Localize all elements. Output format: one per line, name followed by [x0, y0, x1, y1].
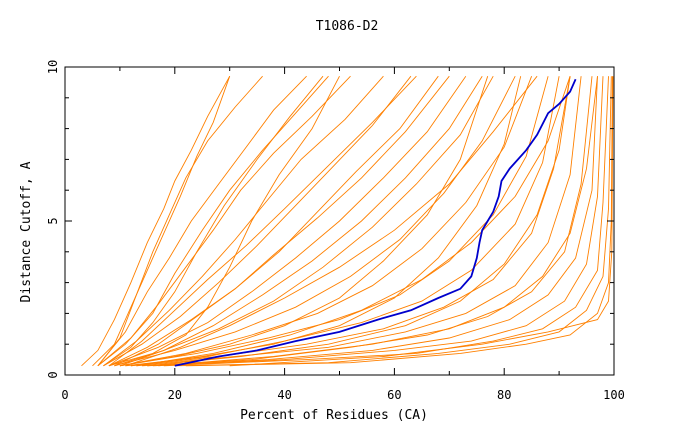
model-line-4 [97, 75, 307, 367]
model-line-5 [97, 75, 351, 367]
model-line-2 [92, 76, 231, 367]
model-line-18 [147, 76, 598, 367]
model-line-14 [125, 76, 560, 367]
model-line-15 [130, 76, 571, 367]
model-line-27 [130, 76, 522, 367]
model-line-19 [152, 76, 604, 367]
model-line-11 [114, 75, 516, 367]
y-tick-label: 10 [46, 60, 60, 74]
model-line-9 [108, 75, 467, 367]
model-line-12 [119, 76, 533, 367]
model-line-24 [108, 75, 340, 367]
model-line-32 [136, 76, 571, 367]
model-line-34 [97, 75, 329, 367]
model-line-28 [147, 76, 571, 367]
model-line-33 [158, 76, 598, 367]
model-line-1 [81, 75, 231, 367]
chart-title: T1086-D2 [316, 19, 379, 34]
x-axis-label: Percent of Residues (CA) [240, 408, 428, 423]
x-tick-label: 40 [277, 388, 291, 402]
model-line-6 [103, 75, 384, 367]
model-line-3 [97, 75, 263, 367]
x-tick-label: 60 [387, 388, 401, 402]
model-line-20 [163, 76, 609, 367]
y-tick-label: 0 [46, 371, 60, 378]
model-line-10 [114, 75, 494, 367]
model-line-7 [103, 75, 412, 367]
model-line-35 [108, 75, 417, 367]
model-line-21 [174, 76, 612, 367]
model-line-30 [125, 75, 538, 367]
model-line-16 [136, 76, 582, 367]
x-tick-label: 80 [497, 388, 511, 402]
model-line-22 [185, 76, 613, 367]
model-line-8 [108, 75, 439, 367]
model-line-31 [119, 75, 483, 367]
x-tick-label: 0 [61, 388, 68, 402]
model-line-26 [119, 76, 489, 367]
y-tick-label: 5 [46, 217, 60, 224]
highlight-line [174, 78, 577, 367]
model-line-29 [114, 75, 450, 367]
model-line-13 [119, 76, 549, 367]
x-tick-label: 100 [603, 388, 625, 402]
y-axis-label: Distance Cutoff, A [19, 161, 34, 302]
plot-lines [81, 75, 614, 367]
x-tick-label: 20 [168, 388, 182, 402]
axis-ticks: 0 20 40 60 80 100 0 5 10 [46, 60, 625, 402]
model-line-25 [103, 75, 324, 367]
